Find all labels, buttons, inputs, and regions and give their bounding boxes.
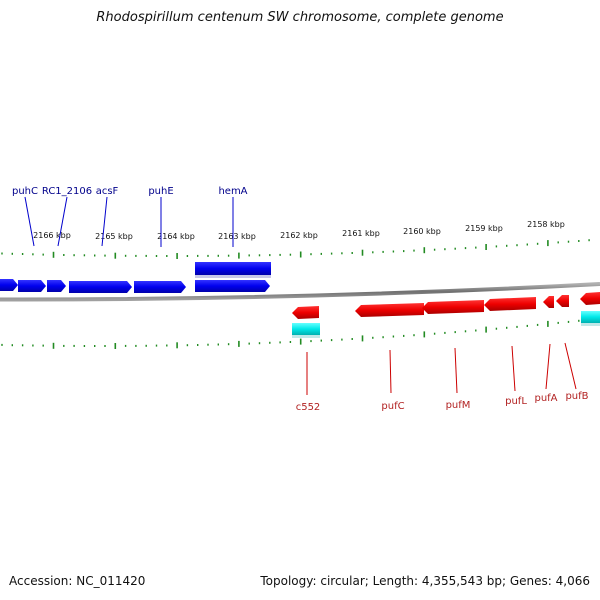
scale-label: 2165 kbp [95, 232, 133, 241]
gene-arrow-reverse[interactable] [543, 296, 554, 308]
accession-text: Accession: NC_011420 [9, 574, 146, 588]
scale-label: 2160 kbp [403, 227, 441, 236]
gene-label-reverse: c552 [296, 402, 321, 413]
scale-label: 2164 kbp [157, 232, 195, 241]
scale-labels: 2166 kbp 2165 kbp 2164 kbp 2163 kbp 2162… [33, 220, 565, 241]
rna-gene-shadow [292, 335, 320, 338]
label-leader [545, 343, 551, 390]
gene-arrow-forward[interactable] [47, 280, 66, 292]
gene-label-forward: puhE [148, 186, 173, 197]
gene-box-shadow [195, 275, 271, 278]
gene-arrow-forward[interactable] [69, 281, 132, 293]
scale-label: 2161 kbp [342, 229, 380, 238]
label-leader [24, 196, 35, 247]
label-leader [57, 196, 68, 247]
rna-gene[interactable] [581, 311, 600, 323]
gene-label-forward: RC1_2106 [42, 186, 92, 197]
gene-arrow-reverse[interactable] [292, 306, 319, 319]
rna-gene-shadow [581, 323, 600, 326]
reverse-gene-labels: c552 pufC pufM pufL pufA pufB [296, 342, 589, 413]
label-leader [389, 349, 392, 394]
label-leader [454, 347, 458, 394]
gene-label-reverse: pufM [446, 400, 471, 411]
gene-arrow-forward[interactable] [18, 280, 46, 292]
rna-gene[interactable] [292, 323, 320, 335]
gene-arrow-reverse[interactable] [484, 297, 536, 311]
gene-label-reverse: pufC [381, 401, 404, 412]
map-title: Rhodospirillum centenum SW chromosome, c… [96, 10, 504, 25]
label-leader [564, 342, 577, 390]
scale-label: 2159 kbp [465, 224, 503, 233]
gene-box-forward[interactable] [195, 262, 271, 275]
scale-label: 2166 kbp [33, 231, 71, 240]
forward-genes [0, 262, 271, 293]
genome-summary-text: Topology: circular; Length: 4,355,543 bp… [260, 574, 590, 588]
gene-arrow-forward[interactable] [195, 280, 270, 292]
scale-label: 2158 kbp [527, 220, 565, 229]
gene-label-forward: acsF [96, 186, 119, 197]
gene-label-forward: hemA [218, 186, 247, 197]
gene-arrow-reverse[interactable] [422, 300, 484, 314]
label-leader [511, 345, 516, 392]
label-leader [101, 196, 108, 247]
forward-gene-labels: puhC RC1_2106 acsF puhE hemA [12, 186, 248, 247]
scale-label: 2163 kbp [218, 232, 256, 241]
reverse-genes [292, 292, 600, 338]
gene-label-forward: puhC [12, 186, 38, 197]
gene-label-reverse: pufL [505, 396, 527, 407]
gene-arrow-forward[interactable] [0, 279, 18, 291]
scale-label: 2162 kbp [280, 231, 318, 240]
gene-arrow-reverse[interactable] [556, 295, 569, 307]
forward-strand-ruler [1, 239, 590, 259]
gene-label-reverse: pufB [565, 391, 588, 402]
chromosome-backbone [0, 282, 600, 302]
gene-arrow-reverse[interactable] [580, 292, 600, 305]
gene-arrow-forward[interactable] [134, 281, 186, 293]
gene-arrow-reverse[interactable] [355, 303, 424, 317]
reverse-strand-ruler [1, 318, 590, 349]
gene-label-reverse: pufA [534, 393, 557, 404]
